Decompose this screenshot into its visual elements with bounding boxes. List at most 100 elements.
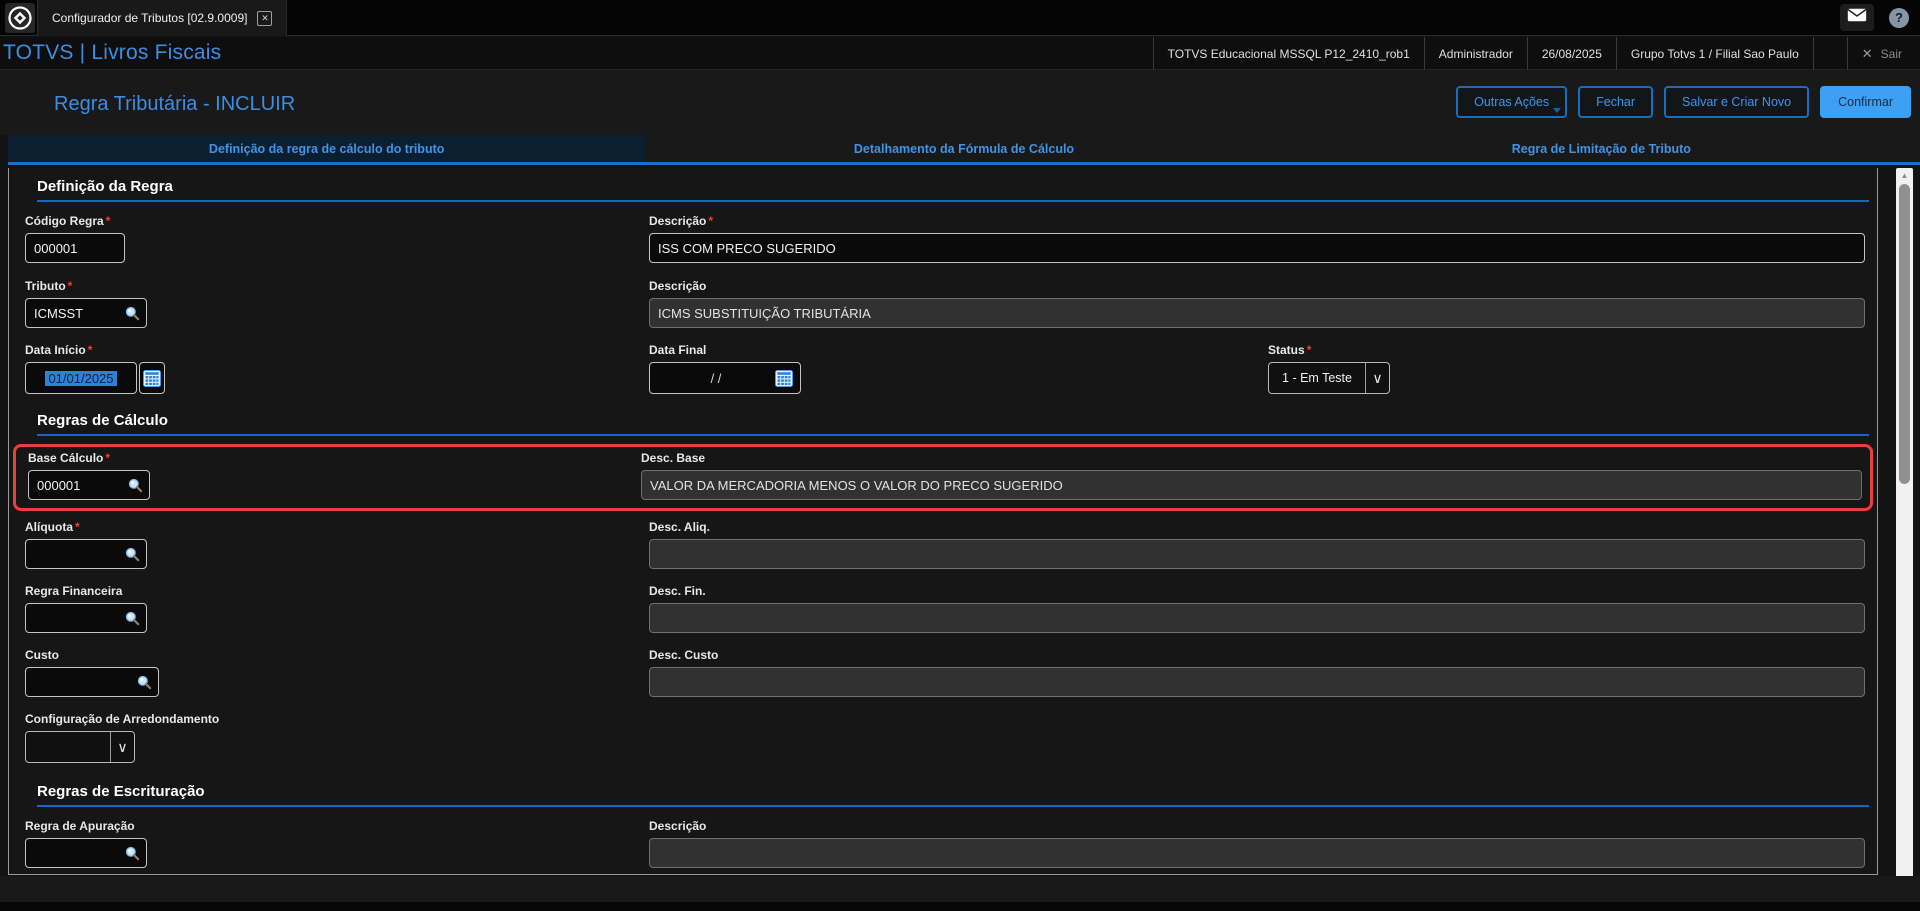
page-header: Regra Tributária - INCLUIR Outras Ações … (0, 70, 1920, 135)
aliquota-input[interactable] (34, 546, 121, 562)
user-label: Administrador (1423, 37, 1527, 70)
desc-fin-label: Desc. Fin. (649, 584, 706, 598)
custo-lookup-icon[interactable] (137, 675, 152, 690)
base-calculo-input[interactable] (37, 477, 124, 493)
mail-icon (1847, 8, 1867, 27)
calendar-icon[interactable] (775, 369, 793, 387)
tab-definicao-regra-calculo[interactable]: Definição da regra de cálculo do tributo (8, 135, 646, 162)
desc-custo-input (649, 667, 1865, 697)
window-bottom-edge (0, 902, 1920, 911)
bottom-strip (0, 876, 1920, 902)
config-arredondamento-select[interactable]: ∨ (25, 731, 135, 763)
config-arredondamento-label: Configuração de Arredondamento (25, 712, 220, 726)
close-button[interactable]: Fechar (1578, 86, 1654, 118)
desc-custo-label: Desc. Custo (649, 648, 719, 662)
custo-input[interactable] (34, 674, 133, 690)
company-branch-label: Grupo Totvs 1 / Filial Sao Paulo (1615, 37, 1813, 70)
logout-button[interactable]: ✕ Sair (1846, 37, 1920, 70)
status-value: 1 - Em Teste (1282, 371, 1352, 385)
base-calculo-lookup-icon[interactable] (128, 478, 143, 493)
status-select[interactable]: 1 - Em Teste ∨ (1268, 362, 1390, 394)
help-icon: ? (1889, 7, 1909, 28)
window-topbar: Configurador de Tributos [02.9.0009] ✕ ? (0, 0, 1920, 36)
regra-apuracao-input[interactable] (34, 845, 121, 861)
descricao-tributo-label: Descrição (649, 279, 707, 293)
other-actions-label: Outras Ações (1474, 95, 1550, 109)
section-title-regras-escrituracao: Regras de Escrituração (37, 783, 205, 800)
descricao-tributo-input (649, 298, 1865, 328)
app-brand-title: TOTVS | Livros Fiscais (3, 41, 222, 64)
app-header: TOTVS | Livros Fiscais TOTVS Educacional… (0, 37, 1920, 70)
data-inicio-calendar-button[interactable] (139, 362, 165, 394)
section-title-regras-calculo: Regras de Cálculo (37, 412, 168, 429)
data-final-input[interactable]: / / (649, 362, 801, 394)
logout-label: Sair (1880, 46, 1902, 61)
close-button-label: Fechar (1596, 95, 1636, 109)
session-date-label: 26/08/2025 (1526, 37, 1616, 70)
program-tab[interactable]: Configurador de Tributos [02.9.0009] ✕ (37, 0, 288, 36)
help-button[interactable]: ? (1884, 4, 1914, 31)
tributo-lookup-icon[interactable] (125, 306, 140, 321)
scrollbar-thumb[interactable] (1899, 184, 1910, 484)
codigo-regra-input[interactable] (25, 233, 125, 263)
info-bar-spacer (1812, 37, 1847, 70)
desc-aliq-label: Desc. Aliq. (649, 520, 710, 534)
base-calculo-lookup-field (28, 470, 150, 500)
other-actions-button[interactable]: Outras Ações (1456, 86, 1568, 118)
regra-apuracao-lookup-field (25, 838, 147, 868)
desc-base-input (641, 470, 1862, 500)
program-tab-title: Configurador de Tributos [02.9.0009] (52, 11, 248, 25)
chevron-down-icon[interactable]: ∨ (110, 732, 134, 762)
regra-financeira-input[interactable] (34, 610, 121, 626)
program-tab-close-icon[interactable]: ✕ (257, 10, 273, 26)
regra-apuracao-lookup-icon[interactable] (125, 846, 140, 861)
status-label: Status * (1268, 343, 1312, 357)
tributo-label: Tributo * (25, 279, 73, 293)
section-divider (37, 805, 1869, 807)
scrollbar-up-arrow-icon[interactable]: ▲ (1900, 171, 1909, 180)
descricao-regra-input[interactable] (649, 233, 1865, 263)
custo-label: Custo (25, 648, 59, 662)
desc-apuracao-label: Descrição (649, 819, 707, 833)
section-title-definicao-regra: Definição da Regra (37, 178, 173, 195)
vertical-scrollbar[interactable]: ▲ ▼ (1896, 168, 1913, 895)
save-and-create-new-label: Salvar e Criar Novo (1682, 95, 1792, 109)
regra-financeira-label: Regra Financeira (25, 584, 123, 598)
desc-aliq-input (649, 539, 1865, 569)
tab-regra-limitacao[interactable]: Regra de Limitação de Tributo (1511, 141, 1691, 156)
highlight-rectangle: Base Cálculo* Desc. Base (13, 444, 1873, 511)
tributo-input[interactable] (34, 305, 121, 321)
aliquota-lookup-field (25, 539, 147, 569)
chevron-down-icon[interactable]: ∨ (1365, 363, 1389, 393)
tab-bar: Definição da regra de cálculo do tributo… (8, 135, 1920, 165)
data-final-label: Data Final (649, 343, 707, 357)
calendar-icon (143, 369, 161, 387)
data-inicio-value: 01/01/2025 (45, 370, 117, 386)
regra-apuracao-label: Regra de Apuração (25, 819, 135, 833)
other-actions-caret-icon (1553, 108, 1562, 113)
regra-financeira-lookup-icon[interactable] (125, 611, 140, 626)
form-panel: Definição da Regra Código Regra* Descriç… (8, 168, 1878, 875)
section-divider (37, 434, 1869, 436)
section-divider (37, 200, 1869, 202)
aliquota-lookup-icon[interactable] (125, 547, 140, 562)
desc-fin-input (649, 603, 1865, 633)
totvs-logo-icon (5, 3, 35, 33)
tab-detalhamento-formula[interactable]: Detalhamento da Fórmula de Cálculo (853, 141, 1075, 156)
session-info-bar: TOTVS Educacional MSSQL P12_2410_rob1 Ad… (1152, 37, 1920, 70)
save-and-create-new-button[interactable]: Salvar e Criar Novo (1664, 86, 1810, 118)
tributo-lookup-field (25, 298, 147, 328)
descricao-regra-label: Descrição * (649, 214, 714, 228)
logout-x-icon: ✕ (1861, 45, 1873, 61)
desc-base-label: Desc. Base (641, 451, 706, 465)
codigo-regra-label: Código Regra * (25, 214, 111, 228)
environment-label: TOTVS Educacional MSSQL P12_2410_rob1 (1152, 37, 1424, 70)
page-title: Regra Tributária - INCLUIR (54, 93, 296, 115)
confirm-button-label: Confirmar (1838, 95, 1893, 109)
mail-button[interactable] (1840, 4, 1874, 31)
data-inicio-input[interactable]: 01/01/2025 (25, 362, 137, 394)
confirm-button[interactable]: Confirmar (1820, 86, 1911, 118)
config-arredondamento-value (26, 732, 110, 762)
custo-lookup-field (25, 667, 159, 697)
data-inicio-label: Data Início * (25, 343, 93, 357)
